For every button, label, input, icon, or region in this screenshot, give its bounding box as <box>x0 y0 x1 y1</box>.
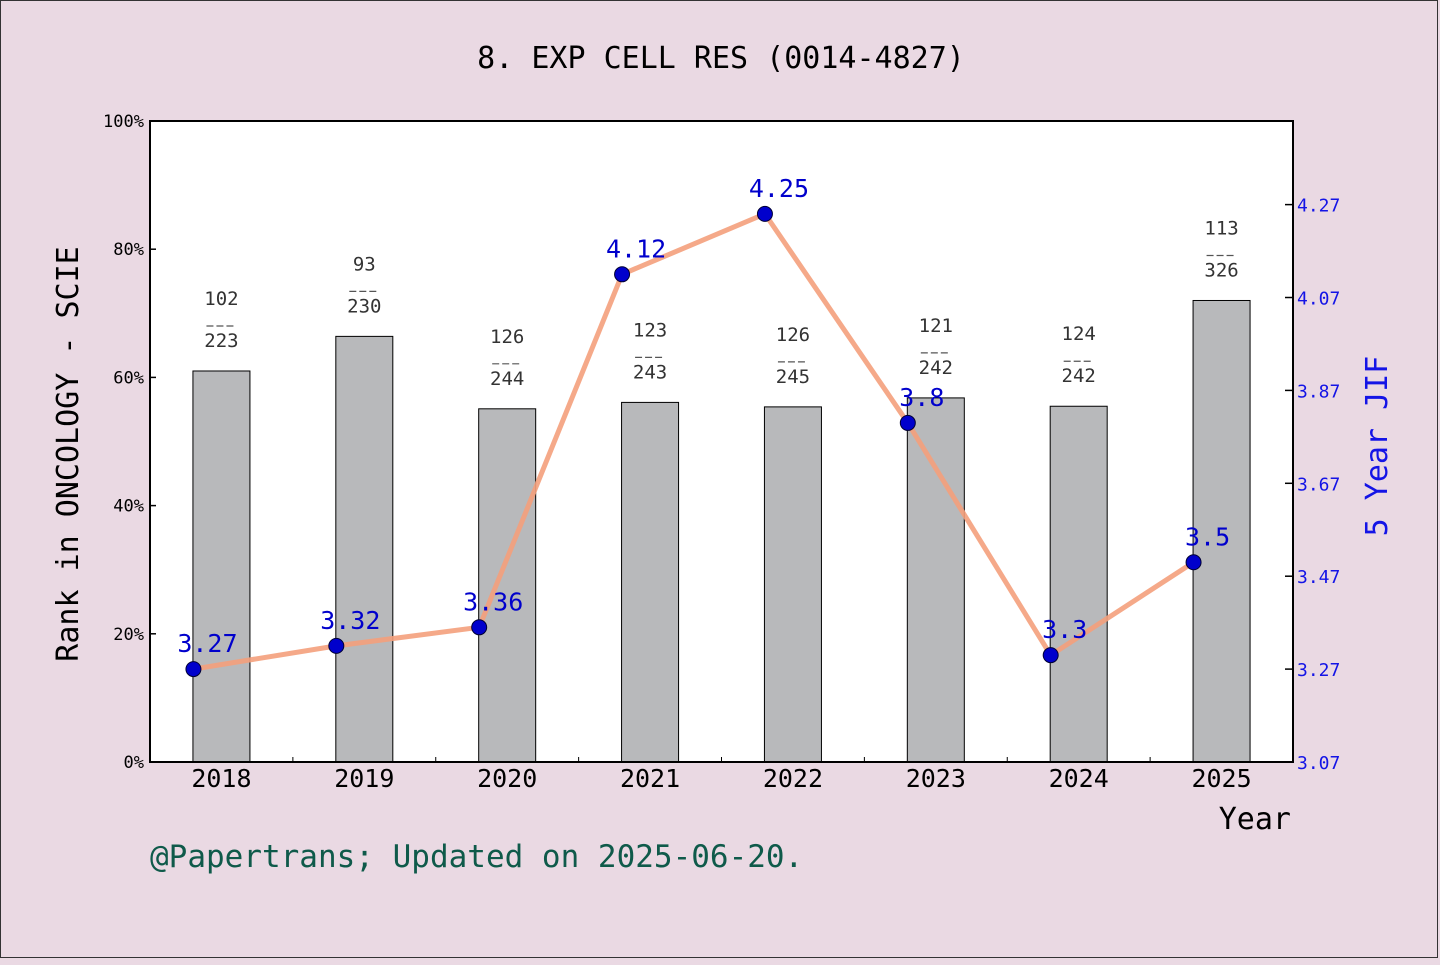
bar-2025 <box>1192 299 1251 763</box>
rank-total-2019: 230 <box>347 295 381 317</box>
right-tick-label: 3.07 <box>1297 753 1340 774</box>
jif-point-2025 <box>1185 554 1202 571</box>
jif-labels-layer: 3.27 3.32 3.36 4.12 4.25 3.8 3.3 3.5 <box>177 174 1230 658</box>
x-axis: 2018 2019 2020 2021 2022 2023 2024 2025 <box>149 757 1294 793</box>
right-tick-label: 3.47 <box>1297 567 1340 588</box>
plot-area <box>150 121 1293 762</box>
right-tick-label: 3.67 <box>1297 474 1340 495</box>
x-tick-label-2020: 2020 <box>477 764 537 793</box>
left-tick-label: 60% <box>113 368 144 388</box>
jif-label-2020: 3.36 <box>463 587 523 616</box>
left-tick-label: 0% <box>124 753 144 773</box>
x-axis-title: Year <box>1219 802 1291 837</box>
jif-label-2022: 4.25 <box>749 174 809 203</box>
bar-2019 <box>335 335 394 763</box>
footer-credit: @Papertrans; Updated on 2025-06-20. <box>150 839 803 875</box>
x-tick-label-2025: 2025 <box>1191 764 1251 793</box>
rank-label-2024: 124 <box>1062 323 1096 345</box>
rank-label-2025: 113 <box>1204 217 1238 239</box>
jif-label-2023: 3.8 <box>899 383 944 412</box>
bar-2021 <box>621 401 680 763</box>
jif-point-2021 <box>614 266 631 283</box>
jif-point-2022 <box>756 205 773 222</box>
rank-label-2020: 126 <box>490 326 524 348</box>
rank-total-2022: 245 <box>776 366 810 388</box>
jif-point-2024 <box>1042 647 1059 664</box>
jif-line <box>193 211 1195 672</box>
bar-2023 <box>906 397 965 763</box>
bar-2024 <box>1049 405 1108 763</box>
rank-label-2023: 121 <box>919 315 953 337</box>
left-tick-label: 80% <box>113 240 144 260</box>
y-axis-title: Rank in ONCOLOGY - SCIE <box>51 246 86 661</box>
bars-layer <box>192 299 1251 763</box>
left-tick-label: 100% <box>103 112 144 132</box>
jif-point-2018 <box>185 661 202 678</box>
right-tick-label: 4.27 <box>1297 196 1340 217</box>
left-tick-label: 40% <box>113 497 144 517</box>
x-tick-label-2018: 2018 <box>191 764 251 793</box>
rank-total-2025: 326 <box>1204 259 1238 281</box>
right-tick-label: 3.87 <box>1297 381 1340 402</box>
jif-label-2018: 3.27 <box>177 629 237 658</box>
rank-label-2021: 123 <box>633 319 667 341</box>
chart-title: 8. EXP CELL RES (0014-4827) <box>477 41 965 76</box>
line-layer <box>185 205 1202 678</box>
x-tick-label-2022: 2022 <box>763 764 823 793</box>
jif-point-2019 <box>328 637 345 654</box>
rank-total-2021: 243 <box>633 361 667 383</box>
right-tick-label: 3.27 <box>1297 660 1340 681</box>
bar-2022 <box>763 406 822 763</box>
x-tick-label-2023: 2023 <box>906 764 966 793</box>
x-tick-label-2019: 2019 <box>334 764 394 793</box>
left-tick-label: 20% <box>113 625 144 645</box>
rank-label-2019: 93 <box>353 253 376 275</box>
rank-total-2020: 244 <box>490 368 524 390</box>
right-axis: 3.07 3.27 3.47 3.67 3.87 4.07 4.27 <box>1285 196 1340 774</box>
rank-total-2023: 242 <box>919 357 953 379</box>
left-axis: 0% 20% 40% 60% 80% 100% <box>103 112 156 773</box>
jif-label-2021: 4.12 <box>606 234 666 263</box>
jif-point-2023 <box>899 414 916 431</box>
y2-axis-title: 5 Year JIF <box>1360 356 1395 537</box>
bar-2018 <box>192 370 251 763</box>
x-tick-label-2021: 2021 <box>620 764 680 793</box>
jif-point-2020 <box>471 619 488 636</box>
jif-label-2024: 3.3 <box>1042 615 1087 644</box>
jif-label-2019: 3.32 <box>320 606 380 635</box>
right-tick-label: 4.07 <box>1297 289 1340 310</box>
rank-total-2018: 223 <box>204 330 238 352</box>
bar-2020 <box>478 408 537 763</box>
rank-labels-layer: 102 223 93 230 126 244 123 243 126 245 121 242 124 24… <box>204 217 1238 389</box>
rank-label-2018: 102 <box>204 288 238 310</box>
rank-total-2024: 242 <box>1062 365 1096 387</box>
jif-label-2025: 3.5 <box>1185 522 1230 551</box>
x-tick-label-2024: 2024 <box>1049 764 1109 793</box>
rank-label-2022: 126 <box>776 324 810 346</box>
